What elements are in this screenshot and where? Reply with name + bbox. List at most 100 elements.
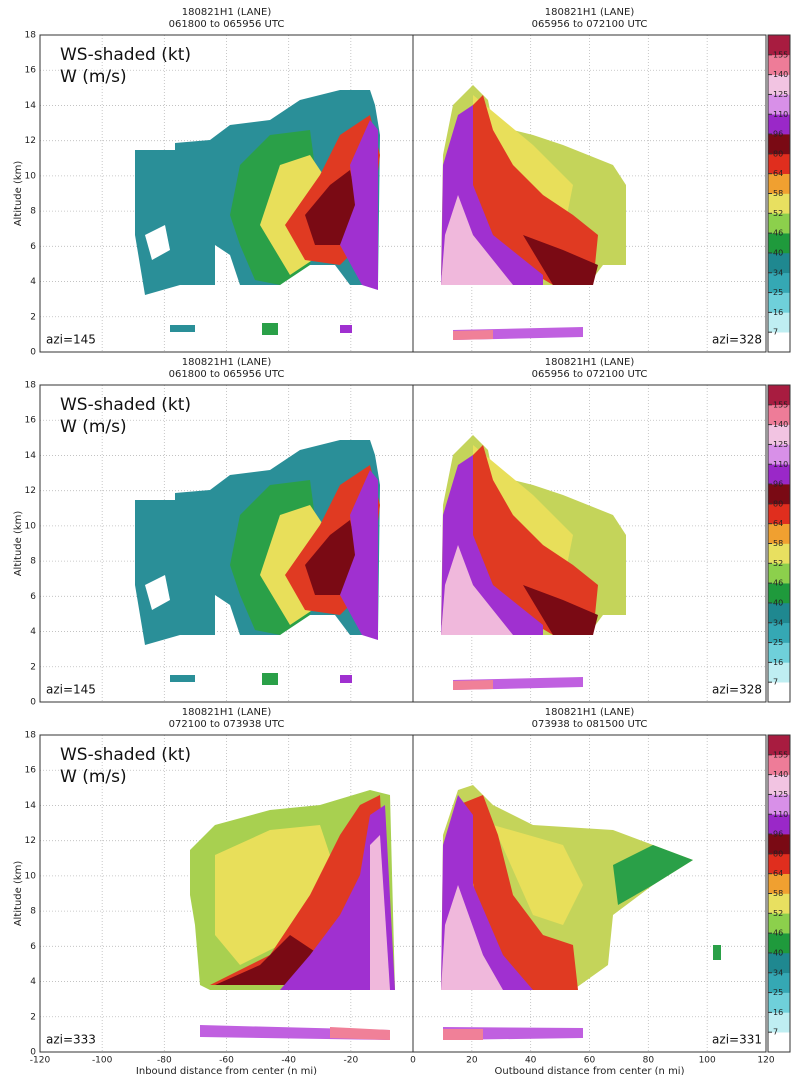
colorbar-label: 96 [773,480,783,489]
colorbar-label: 40 [773,598,783,607]
y-tick-label: 4 [30,627,36,637]
colorbar-label: 7 [773,328,778,337]
plot-frame [412,384,767,703]
y-tick-label: 18 [25,731,37,741]
colorbar-label: 52 [773,559,783,568]
colorbar-swatch [768,503,790,524]
colorbar-swatch [768,893,790,914]
colorbar-swatch [768,252,790,274]
colorbar-label: 140 [773,420,788,429]
colorbar-swatch [768,444,790,465]
colorbar-swatch [768,54,790,75]
y-tick-label: 2 [30,1012,36,1022]
y-tick-label: 18 [25,381,37,391]
colorbar-swatch [768,312,790,333]
y-tick-label: 4 [30,977,36,987]
field-legend: W (m/s) [60,67,127,87]
x-tick-label: -100 [92,1056,113,1066]
y-tick-label: 0 [30,348,36,358]
plot-frame [412,734,767,1053]
field-legend: WS-shaded (kt) [60,745,191,765]
colorbar-label: 46 [773,229,783,238]
colorbar-label: 52 [773,909,783,918]
colorbar-swatch [768,35,790,56]
colorbar-swatch [768,992,790,1013]
x-tick-label: -80 [157,1056,172,1066]
colorbar-label: 140 [773,770,788,779]
y-tick-label: 6 [30,242,36,252]
x-tick-label: 40 [525,1056,537,1066]
y-tick-label: 8 [30,907,36,917]
colorbar-swatch [768,682,790,703]
colorbar-label: 110 [773,460,788,469]
y-tick-label: 14 [25,801,37,811]
colorbar-swatch [768,114,790,135]
x-tick-label: -120 [30,1056,51,1066]
colorbar-label: 80 [773,499,783,508]
colorbar-swatch [768,543,790,564]
azimuth-label: azi=328 [712,683,762,697]
colorbar-swatch [768,834,790,855]
y-tick-label: 0 [30,1048,36,1058]
colorbar-swatch [768,332,790,353]
x-tick-label: 60 [584,1056,596,1066]
panel-title: 180821H1 (LANE) [545,7,635,18]
y-tick-label: 14 [25,101,37,111]
field-legend: WS-shaded (kt) [60,45,191,65]
colorbar-swatch [768,952,790,974]
y-tick-label: 10 [25,521,37,531]
colorbar-label: 80 [773,149,783,158]
colorbar-swatch [768,173,790,194]
colorbar-label: 96 [773,130,783,139]
colorbar-label: 7 [773,678,778,687]
azimuth-label: azi=333 [46,1033,96,1047]
x-tick-label: 20 [466,1056,478,1066]
colorbar-label: 64 [773,169,783,178]
colorbar-label: 125 [773,440,788,449]
colorbar-swatch [768,464,790,485]
colorbar-label: 96 [773,830,783,839]
colorbar-swatch [768,134,790,155]
panel-subtitle: 073938 to 081500 UTC [532,719,648,730]
colorbar-swatch [768,1012,790,1033]
x-tick-label: -60 [219,1056,234,1066]
y-tick-label: 2 [30,312,36,322]
colorbar-swatch [768,563,790,584]
colorbar-swatch [768,484,790,505]
colorbar-label: 155 [773,50,788,59]
y-axis-label: Altitude (km) [13,511,24,577]
colorbar-swatch [768,642,790,663]
y-axis-label: Altitude (km) [13,161,24,227]
y-tick-label: 0 [30,698,36,708]
colorbar-swatch [768,933,790,954]
colorbar-label: 155 [773,400,788,409]
x-tick-label: -40 [281,1056,296,1066]
colorbar-label: 25 [773,638,783,647]
colorbar-swatch [768,74,790,95]
colorbar-label: 46 [773,579,783,588]
y-tick-label: 8 [30,557,36,567]
azimuth-label: azi=145 [46,683,96,697]
colorbar-label: 58 [773,889,783,898]
colorbar-swatch [768,385,790,406]
colorbar-swatch [768,424,790,445]
colorbar-swatch [768,213,790,234]
field-legend: W (m/s) [60,767,127,787]
colorbar-label: 34 [773,268,783,277]
y-tick-label: 18 [25,31,37,41]
y-tick-label: 8 [30,207,36,217]
panel-subtitle: 072100 to 073938 UTC [169,719,285,730]
colorbar-swatch [768,94,790,115]
panel-title: 180821H1 (LANE) [182,357,272,368]
panel-subtitle: 065956 to 072100 UTC [532,19,648,30]
y-tick-label: 2 [30,662,36,672]
colorbar-swatch [768,272,790,293]
colorbar-label: 110 [773,810,788,819]
colorbar-swatch [768,913,790,934]
y-tick-label: 6 [30,942,36,952]
panel-title: 180821H1 (LANE) [182,7,272,18]
colorbar-swatch [768,814,790,835]
y-tick-label: 10 [25,171,37,181]
colorbar-swatch [768,754,790,775]
